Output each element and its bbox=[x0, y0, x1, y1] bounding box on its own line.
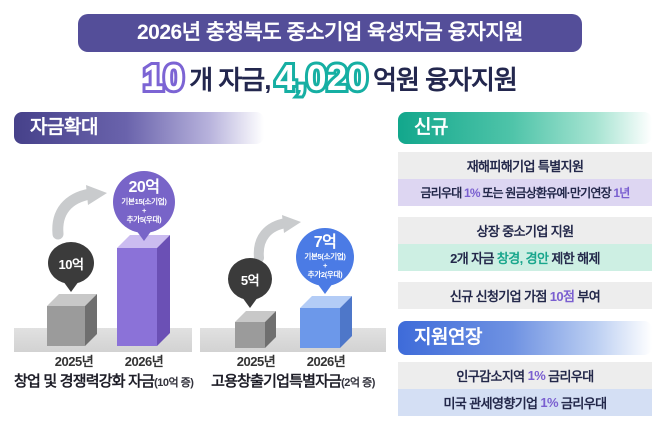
right-column: 신규 재해피해기업 특별지원 금리우대 1% 또는 원금상환유예·만기연장 1년… bbox=[398, 112, 652, 427]
total-amount-number: 4,020 bbox=[272, 54, 370, 101]
bar-2026 bbox=[300, 296, 352, 348]
chart-area-2: 5억 7억 기본5(소기업) + 추가2(우대) 2025년 2026년 bbox=[200, 150, 386, 369]
bar-front-face bbox=[117, 248, 157, 346]
subtitle: 10 개 자금, 4,020 억원 융자지원 bbox=[0, 54, 660, 101]
value-bubble-2025: 10억 bbox=[48, 242, 94, 284]
bar-2025 bbox=[47, 294, 97, 346]
year-label-2025: 2025년 bbox=[54, 354, 94, 369]
item-title: 신규 신청기업 가점 10점 부여 bbox=[398, 282, 652, 309]
extension-items: 인구감소지역 1% 금리우대 미국 관세영향기업 1% 금리우대 bbox=[398, 362, 652, 416]
chart-area-1: 10억 20억 기본15(소기업) + 추가5(우대) 2025년 2026년 bbox=[14, 150, 192, 369]
fund-count-label: 개 자금, bbox=[189, 64, 271, 95]
section-header-extension: 지원연장 bbox=[398, 321, 652, 355]
year-label-2026: 2026년 bbox=[306, 354, 346, 369]
increase-arrow-icon bbox=[52, 185, 107, 240]
section-header-new: 신규 bbox=[398, 112, 652, 144]
year-label-2025: 2025년 bbox=[236, 354, 276, 369]
year-label-2026: 2026년 bbox=[124, 354, 164, 369]
section-header-expansion: 자금확대 bbox=[14, 112, 264, 144]
new-item-listed-sme: 상장 중소기업 지원 2개 자금 창경, 경안 제한 해제 bbox=[398, 217, 652, 271]
fund-expansion-section: 자금확대 bbox=[14, 112, 386, 391]
item-detail: 금리우대 1% 또는 원금상환유예·만기연장 1년 bbox=[398, 179, 652, 206]
value-bubble-2025: 5억 bbox=[228, 258, 272, 300]
item-detail: 2개 자금 창경, 경안 제한 해제 bbox=[398, 244, 652, 271]
item-detail: 미국 관세영향기업 1% 금리우대 bbox=[398, 389, 652, 416]
item-title: 상장 중소기업 지원 bbox=[398, 217, 652, 244]
new-item-disaster: 재해피해기업 특별지원 금리우대 1% 또는 원금상환유예·만기연장 1년 bbox=[398, 152, 652, 206]
value-bubble-2026: 20억 기본15(소기업) + 추가5(우대) bbox=[113, 171, 175, 233]
fund-count-number: 10 bbox=[140, 54, 187, 101]
chart-platform bbox=[200, 328, 386, 352]
bar-front-face bbox=[47, 306, 85, 346]
bar-2026 bbox=[117, 235, 170, 346]
chart-caption: 고용창출기업특별자금(2억 증) bbox=[211, 373, 375, 390]
bar-front-face bbox=[235, 322, 265, 348]
bar-2025 bbox=[235, 311, 276, 348]
new-item-bonus-points: 신규 신청기업 가점 10점 부여 bbox=[398, 282, 652, 309]
chart-caption: 창업 및 경쟁력강화 자금(10억 증) bbox=[14, 373, 194, 390]
item-title: 재해피해기업 특별지원 bbox=[398, 152, 652, 179]
chart-startup-fund: 10억 20억 기본15(소기업) + 추가5(우대) 2025년 2026년 … bbox=[14, 150, 194, 391]
charts-row: 10억 20억 기본15(소기업) + 추가5(우대) 2025년 2026년 … bbox=[14, 150, 386, 391]
chart-employment-fund: 5억 7억 기본5(소기업) + 추가2(우대) 2025년 2026년 고용창… bbox=[200, 150, 386, 391]
bar-side-face bbox=[157, 235, 170, 346]
bar-front-face bbox=[300, 308, 340, 348]
increase-arrow-icon bbox=[253, 215, 301, 263]
value-bubble-2026: 7억 기본5(소기업) + 추가2(우대) bbox=[296, 228, 354, 286]
total-amount-label: 억원 융자지원 bbox=[373, 64, 518, 95]
item-title: 인구감소지역 1% 금리우대 bbox=[398, 362, 652, 389]
page-title: 2026년 충청북도 중소기업 육성자금 융자지원 bbox=[78, 14, 582, 52]
